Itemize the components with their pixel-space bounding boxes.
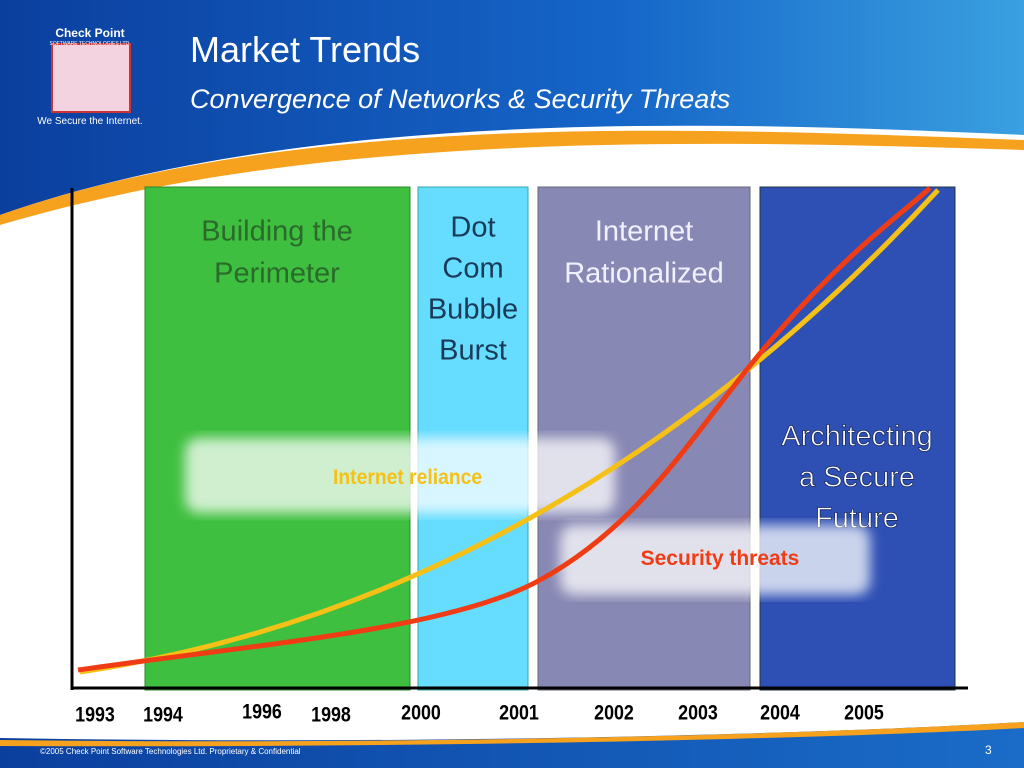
label-glow	[560, 525, 870, 595]
phase-label: Building the	[201, 216, 353, 248]
logo-subname: SOFTWARE TECHNOLOGIES LTD.	[49, 41, 130, 47]
year-label: 1996	[242, 700, 282, 724]
year-label: 2003	[678, 701, 718, 725]
header-band	[0, 0, 1024, 215]
page-number: 3	[985, 743, 992, 757]
phase-label: Internet	[595, 216, 693, 248]
copyright: ©2005 Check Point Software Technologies …	[40, 747, 301, 756]
phase-label: Com	[442, 253, 503, 285]
year-label: 1998	[311, 703, 351, 727]
title: Market Trends	[190, 29, 420, 70]
phase-label: Bubble	[428, 294, 518, 326]
subtitle: Convergence of Networks & Security Threa…	[190, 84, 730, 114]
footer-swoosh	[0, 722, 1024, 747]
year-label: 1993	[75, 703, 115, 727]
phase-label: Architecting	[781, 421, 933, 453]
year-label: 2001	[499, 701, 539, 725]
label-glow	[185, 438, 615, 513]
year-label: 2000	[401, 701, 441, 725]
year-label: 1994	[143, 703, 183, 727]
header-swoosh	[0, 130, 1024, 225]
logo-tagline: We Secure the Internet.	[37, 116, 142, 127]
year-label: 2005	[844, 701, 884, 725]
year-label: 2002	[594, 701, 634, 725]
reliance-label: Internet reliance	[333, 466, 482, 489]
logo-name: Check Point	[55, 26, 124, 40]
logo-icon	[51, 43, 131, 113]
phase-label: Perimeter	[214, 258, 340, 290]
phase-label: a Secure	[799, 462, 915, 494]
phase-label: Dot	[450, 212, 495, 244]
phase-label: Burst	[439, 335, 507, 367]
reliance-curve	[79, 188, 940, 675]
threats-label: Security threats	[641, 547, 800, 570]
phase-label: Rationalized	[564, 258, 724, 290]
threats-curve	[77, 186, 932, 673]
year-label: 2004	[760, 701, 800, 725]
